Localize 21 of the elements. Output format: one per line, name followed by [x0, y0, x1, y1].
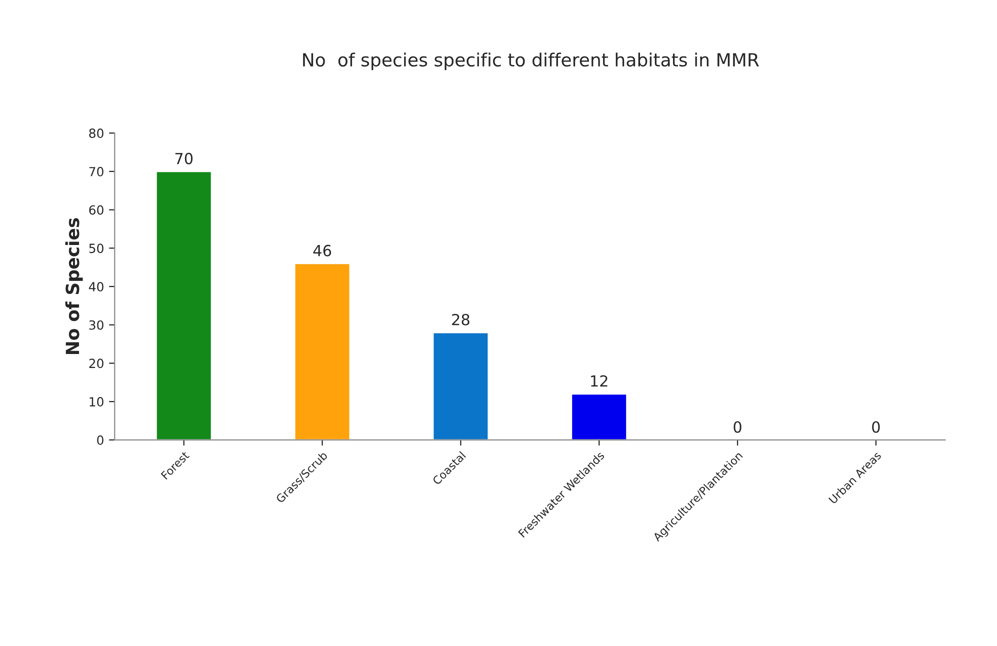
bar — [155, 170, 212, 440]
y-tick-label: 70 — [89, 166, 104, 176]
bar — [570, 393, 628, 440]
bar — [432, 332, 490, 440]
y-tick-label: 10 — [90, 397, 104, 406]
y-tick-label: 0 — [97, 435, 104, 445]
y-tick-label: 30 — [89, 320, 104, 330]
y-tick-label: 20 — [89, 358, 104, 368]
y-tick-label: 60 — [89, 205, 104, 215]
data-label: 12 — [591, 375, 608, 387]
y-tick-label: 80 — [89, 128, 104, 138]
data-label: 0 — [734, 421, 742, 433]
data-label: 0 — [872, 421, 880, 433]
bar — [294, 262, 351, 440]
y-tick-label: 50 — [89, 244, 104, 254]
chart-title: No of species specific to different habitats in MMR — [303, 52, 759, 70]
y-axis-title: No of Species — [65, 218, 83, 354]
data-label: 70 — [175, 152, 193, 164]
y-tick-label: 40 — [88, 282, 104, 292]
data-label: 28 — [452, 314, 470, 326]
data-label: 46 — [313, 244, 332, 256]
